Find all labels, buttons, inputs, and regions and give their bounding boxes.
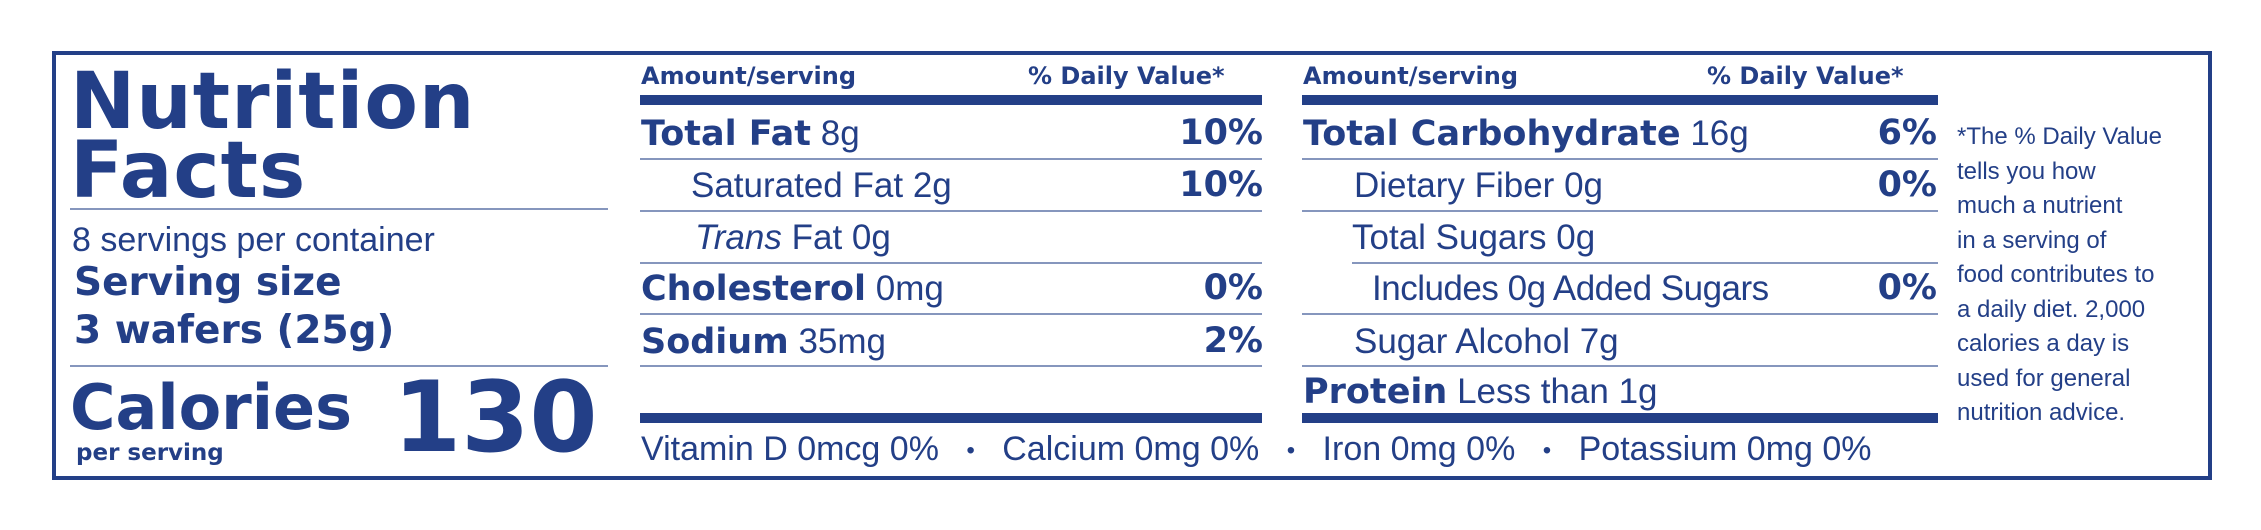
calcium: Calcium 0mg 0%	[1002, 430, 1260, 468]
nutrient-amount: 16g	[1690, 114, 1749, 153]
row-divider	[1302, 210, 1938, 212]
vitamins-row: Vitamin D 0mcg 0% • Calcium 0mg 0% • Iro…	[641, 432, 1872, 466]
row-divider	[1352, 262, 1938, 264]
nutrition-label-border	[52, 51, 2212, 480]
title-nutrition: Nutrition	[70, 57, 476, 147]
servings-per-container: 8 servings per container	[72, 221, 435, 259]
calories-per-serving: per serving	[76, 440, 224, 466]
footnote-line: used for general	[1957, 364, 2131, 392]
nutrient-dv: 10%	[1179, 113, 1263, 153]
row-divider	[1302, 313, 1938, 315]
row-divider	[1302, 365, 1938, 367]
footnote-line: *The % Daily Value	[1957, 123, 2162, 150]
col1-thick-bar	[640, 95, 1262, 105]
row-divider	[640, 313, 1262, 315]
footnote-line: food contributes to	[1957, 261, 2155, 288]
nutrient-name: Total Sugars	[1352, 218, 1547, 257]
col2-dv-header: % Daily Value*	[1707, 62, 1904, 90]
nutrient-name: Includes	[1372, 269, 1499, 308]
nutrient-name: Sodium	[641, 322, 789, 362]
footnote-line: in a serving of	[1957, 226, 2107, 254]
nutrient-dv: 0%	[1877, 268, 1937, 308]
serving-size-label: Serving size	[74, 260, 342, 305]
nutrient-amount: Less than 1g	[1457, 372, 1658, 411]
footnote-line: a daily diet. 2,000	[1957, 295, 2146, 323]
title-facts: Facts	[70, 126, 307, 216]
footnote-line: tells you how	[1957, 157, 2096, 185]
nutrient-name: Total Fat	[641, 114, 812, 154]
row-divider	[640, 262, 1262, 264]
nutrient-amount: 2g	[912, 166, 952, 205]
col1-bottom-thick-bar	[640, 413, 1262, 423]
separator-dot: •	[1286, 437, 1296, 465]
col1-amount-header: Amount/serving	[641, 62, 857, 90]
nutrient-amount: 0g	[1564, 166, 1603, 205]
separator-dot: •	[966, 437, 975, 465]
nutrient-name: Dietary Fiber	[1354, 166, 1555, 205]
nutrient-dv: 0%	[1877, 165, 1937, 205]
nutrient-name: Sugar Alcohol	[1354, 322, 1570, 361]
nutrient-name-italic: Trans	[695, 218, 782, 257]
potassium: Potassium 0mg 0%	[1578, 430, 1872, 468]
footnote-line: much a nutrient	[1957, 192, 2123, 219]
col2-bottom-thick-bar	[1302, 413, 1938, 423]
nutrient-amount: 0g	[1507, 269, 1546, 308]
nutrient-amount: 8g	[820, 114, 860, 153]
col2-amount-header: Amount/serving	[1303, 62, 1519, 90]
nutrient-dv: 10%	[1179, 165, 1263, 205]
row-divider	[640, 365, 1262, 367]
row-divider	[1302, 158, 1938, 160]
col1-dv-header: % Daily Value*	[1028, 62, 1225, 90]
footnote-line: nutrition advice.	[1957, 399, 2126, 426]
nutrient-name: Fat	[791, 218, 843, 257]
nutrient-dv: 6%	[1877, 113, 1937, 153]
nutrient-name: Total Carbohydrate	[1303, 114, 1681, 154]
nutrient-dv: 0%	[1203, 268, 1263, 308]
separator-dot: •	[1542, 437, 1552, 465]
nutrient-name: Cholesterol	[641, 269, 866, 309]
divider	[70, 208, 608, 210]
calories-label: Calories	[70, 371, 352, 444]
nutrient-amount: 0mg	[875, 269, 944, 308]
divider	[70, 365, 608, 367]
row-divider	[640, 158, 1262, 160]
nutrient-amount: 7g	[1579, 322, 1619, 361]
row-divider	[640, 210, 1262, 212]
nutrient-amount: 0g	[1556, 218, 1596, 257]
footnote-line: calories a day is	[1957, 330, 2130, 357]
nutrient-amount: 0g	[851, 218, 891, 257]
nutrient-name: Saturated Fat	[691, 166, 904, 205]
vitamin-d: Vitamin D 0mcg 0%	[641, 430, 939, 468]
nutrient-name: Protein	[1303, 372, 1448, 412]
col2-thick-bar	[1302, 95, 1938, 105]
nutrient-name-after: Added Sugars	[1552, 269, 1769, 308]
serving-size-value: 3 wafers (25g)	[74, 308, 395, 353]
iron: Iron 0mg 0%	[1322, 430, 1516, 468]
nutrient-dv: 2%	[1203, 321, 1263, 361]
daily-value-footnote: *The % Daily Value tells you how much a …	[1957, 120, 2162, 431]
nutrient-amount: 35mg	[798, 322, 886, 361]
calories-value: 130	[393, 361, 598, 475]
